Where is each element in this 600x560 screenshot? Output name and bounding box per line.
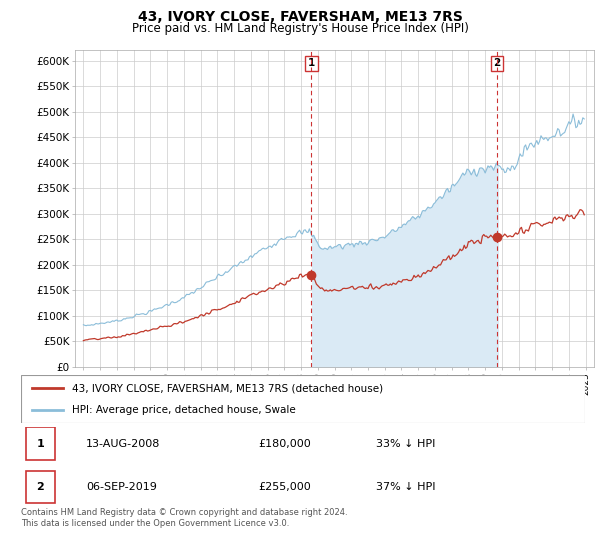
Text: £255,000: £255,000 (258, 482, 311, 492)
Text: 43, IVORY CLOSE, FAVERSHAM, ME13 7RS: 43, IVORY CLOSE, FAVERSHAM, ME13 7RS (137, 10, 463, 24)
FancyBboxPatch shape (26, 427, 55, 460)
Text: 37% ↓ HPI: 37% ↓ HPI (376, 482, 436, 492)
Text: 33% ↓ HPI: 33% ↓ HPI (376, 438, 436, 449)
Text: £180,000: £180,000 (258, 438, 311, 449)
Text: Price paid vs. HM Land Registry's House Price Index (HPI): Price paid vs. HM Land Registry's House … (131, 22, 469, 35)
Text: 06-SEP-2019: 06-SEP-2019 (86, 482, 157, 492)
Text: 43, IVORY CLOSE, FAVERSHAM, ME13 7RS (detached house): 43, IVORY CLOSE, FAVERSHAM, ME13 7RS (de… (72, 383, 383, 393)
Text: HPI: Average price, detached house, Swale: HPI: Average price, detached house, Swal… (72, 405, 296, 415)
FancyBboxPatch shape (26, 471, 55, 503)
Text: 1: 1 (308, 58, 315, 68)
Text: 2: 2 (37, 482, 44, 492)
Text: 2: 2 (493, 58, 500, 68)
Text: Contains HM Land Registry data © Crown copyright and database right 2024.
This d: Contains HM Land Registry data © Crown c… (21, 508, 347, 528)
Text: 13-AUG-2008: 13-AUG-2008 (86, 438, 160, 449)
FancyBboxPatch shape (21, 375, 585, 423)
Text: 1: 1 (37, 438, 44, 449)
